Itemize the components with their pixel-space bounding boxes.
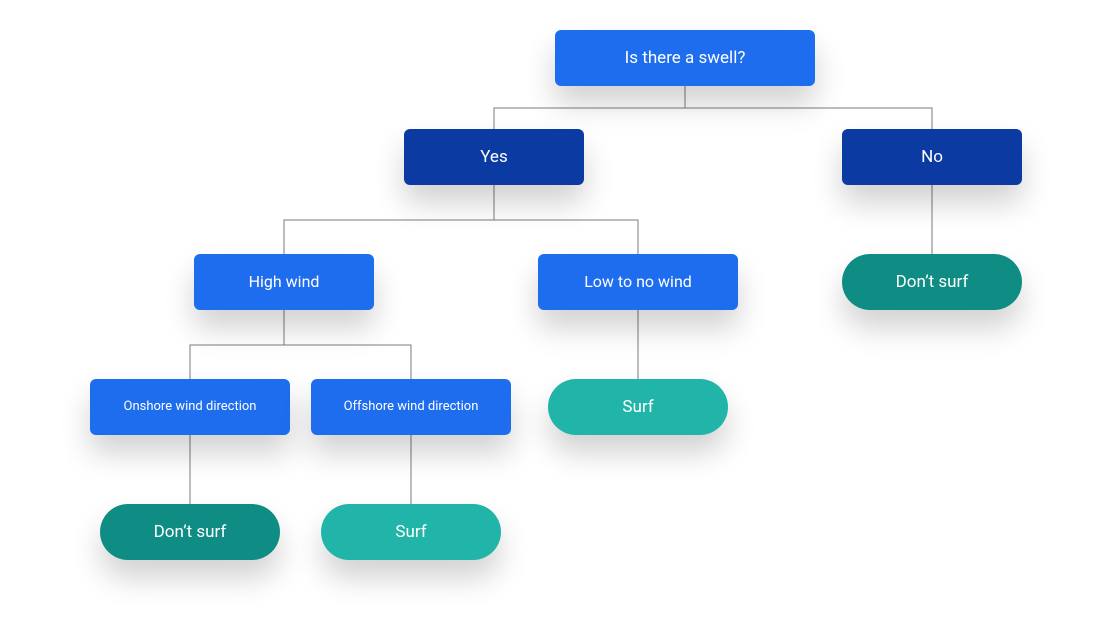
edge-highwind-offshore <box>284 310 411 379</box>
node-no_surf_r: Don’t surf <box>842 254 1022 310</box>
node-root: Is there a swell? <box>555 30 815 86</box>
node-yes: Yes <box>404 129 584 185</box>
node-label: Surf <box>622 397 653 417</box>
node-label: Offshore wind direction <box>344 399 479 415</box>
node-no: No <box>842 129 1022 185</box>
node-label: Don’t surf <box>896 272 969 292</box>
node-highwind: High wind <box>194 254 374 310</box>
node-label: Is there a swell? <box>625 48 746 68</box>
node-no_surf_l: Don’t surf <box>100 504 280 560</box>
node-label: No <box>921 147 943 167</box>
node-label: High wind <box>249 272 320 291</box>
node-onshore: Onshore wind direction <box>90 379 290 435</box>
node-label: Onshore wind direction <box>124 399 257 415</box>
node-surf_off: Surf <box>321 504 501 560</box>
edge-highwind-onshore <box>190 310 284 379</box>
node-surf_low: Surf <box>548 379 728 435</box>
node-offshore: Offshore wind direction <box>311 379 511 435</box>
edge-root-yes <box>494 86 685 129</box>
node-lowwind: Low to no wind <box>538 254 738 310</box>
node-label: Yes <box>480 147 507 167</box>
decision-tree-canvas: Is there a swell? Yes No High wind Low to no… <box>0 0 1120 631</box>
node-label: Surf <box>395 522 426 542</box>
edge-yes-highwind <box>284 185 494 254</box>
node-label: Don’t surf <box>154 522 227 542</box>
edge-yes-lowwind <box>494 185 638 254</box>
edge-root-no <box>685 86 932 129</box>
node-label: Low to no wind <box>584 272 692 291</box>
